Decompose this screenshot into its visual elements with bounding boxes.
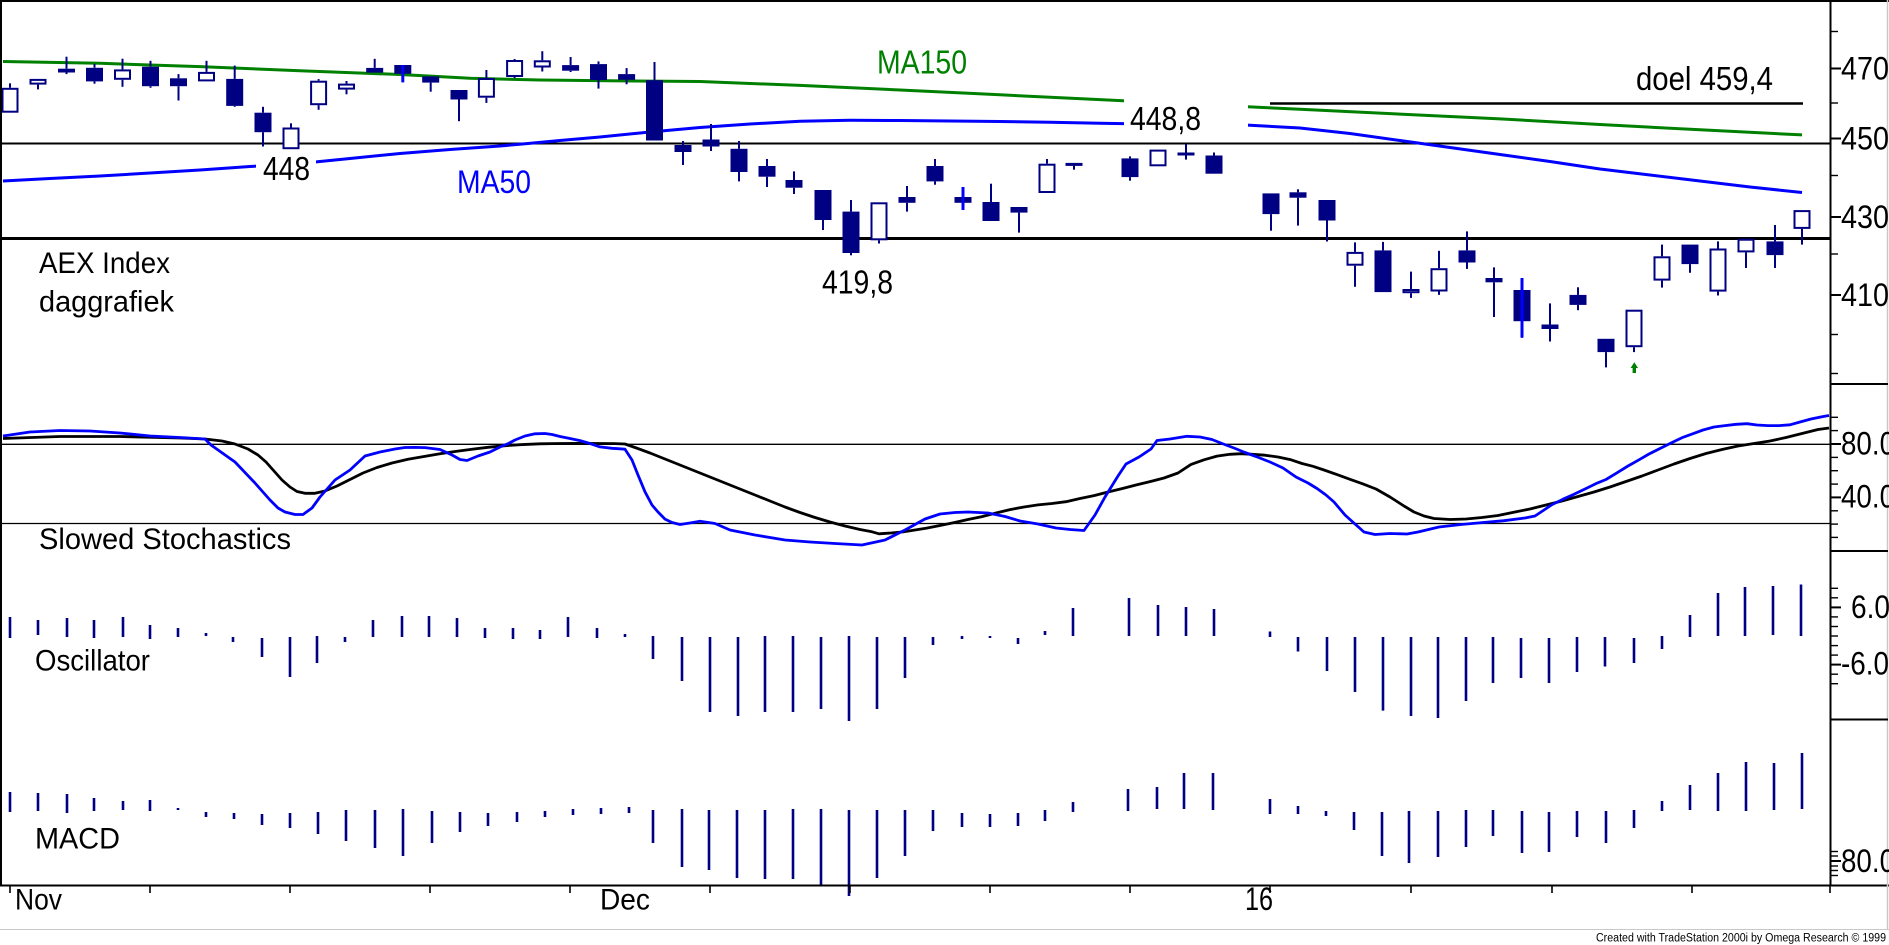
- svg-text:410: 410: [1841, 277, 1889, 313]
- svg-text:MA50: MA50: [457, 164, 531, 200]
- svg-text:16: 16: [1245, 881, 1273, 917]
- svg-text:Oscillator: Oscillator: [35, 645, 150, 678]
- svg-text:Dec: Dec: [600, 884, 650, 917]
- svg-text:419,8: 419,8: [822, 264, 893, 301]
- svg-text:Slowed Stochastics: Slowed Stochastics: [39, 523, 291, 556]
- svg-text:448,8: 448,8: [1130, 100, 1201, 137]
- svg-text:6.0: 6.0: [1851, 589, 1889, 625]
- svg-text:40.0: 40.0: [1841, 479, 1889, 515]
- svg-text:MA150: MA150: [877, 44, 967, 81]
- svg-text:Created with TradeStation 2000: Created with TradeStation 2000i by Omega…: [1596, 933, 1886, 945]
- svg-text:450: 450: [1841, 120, 1889, 156]
- svg-text:448: 448: [263, 150, 310, 187]
- svg-text:Nov: Nov: [15, 884, 62, 917]
- svg-text:-6.0: -6.0: [1841, 646, 1889, 682]
- svg-text:doel 459,4: doel 459,4: [1636, 60, 1773, 97]
- svg-text:80.0: 80.0: [1841, 426, 1889, 462]
- svg-text:80.0: 80.0: [1841, 843, 1889, 879]
- svg-text:470: 470: [1841, 51, 1889, 87]
- svg-text:AEX Index: AEX Index: [39, 247, 170, 280]
- svg-text:daggrafiek: daggrafiek: [39, 286, 175, 319]
- svg-text:430: 430: [1841, 199, 1889, 235]
- svg-text:MACD: MACD: [35, 823, 120, 856]
